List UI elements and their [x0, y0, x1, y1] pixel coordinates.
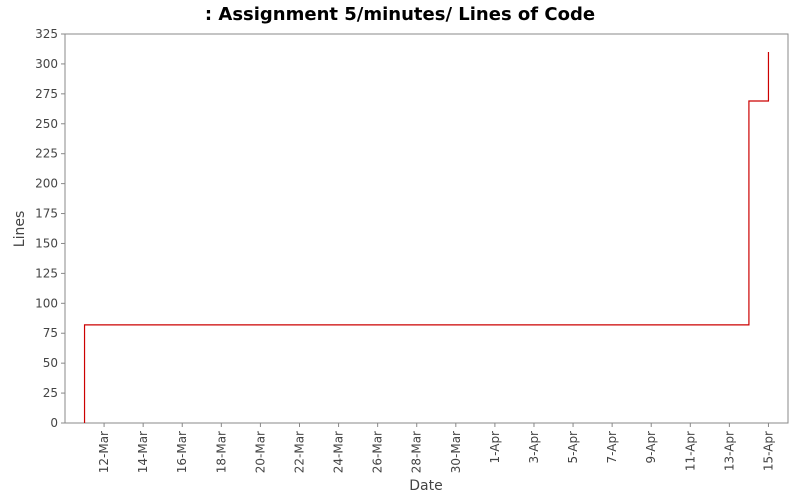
x-tick-label: 1-Apr: [488, 431, 502, 464]
y-tick-label: 100: [35, 296, 58, 310]
y-tick-label: 225: [35, 147, 58, 161]
y-tick-label: 25: [43, 386, 58, 400]
y-tick-label: 0: [50, 416, 58, 430]
x-tick-label: 20-Mar: [253, 431, 267, 473]
plot-area: [64, 33, 789, 424]
x-tick-label: 16-Mar: [175, 431, 189, 473]
y-tick-label: 175: [35, 207, 58, 221]
x-axis-label: Date: [409, 478, 442, 494]
y-tick-label: 50: [43, 356, 58, 370]
x-tick-label: 22-Mar: [292, 431, 306, 473]
y-tick-label: 150: [35, 236, 58, 250]
x-tick-label: 28-Mar: [410, 431, 424, 473]
x-tick-label: 11-Apr: [683, 431, 697, 471]
y-tick-label: 125: [35, 266, 58, 280]
y-axis-label: Lines: [12, 211, 28, 247]
x-tick-label: 26-Mar: [371, 431, 385, 473]
y-tick-label: 200: [35, 177, 58, 191]
x-tick-label: 15-Apr: [761, 431, 775, 471]
x-tick-label: 14-Mar: [136, 431, 150, 473]
x-tick-label: 18-Mar: [214, 431, 228, 473]
y-tick-label: 75: [43, 326, 58, 340]
y-tick-label: 300: [35, 57, 58, 71]
y-tick-label: 275: [35, 87, 58, 101]
y-tick-label: 325: [35, 27, 58, 41]
y-tick-label: 250: [35, 117, 58, 131]
x-tick-label: 24-Mar: [332, 431, 346, 473]
x-tick-label: 13-Apr: [722, 431, 736, 471]
x-tick-label: 7-Apr: [605, 431, 619, 464]
x-tick-label: 5-Apr: [566, 431, 580, 464]
step-line: [83, 51, 770, 423]
x-tick-label: 3-Apr: [527, 431, 541, 464]
x-tick-label: 9-Apr: [644, 431, 658, 464]
chart-title: : Assignment 5/minutes/ Lines of Code: [205, 4, 595, 25]
x-tick-label: 30-Mar: [449, 431, 463, 473]
x-tick-label: 12-Mar: [97, 431, 111, 473]
